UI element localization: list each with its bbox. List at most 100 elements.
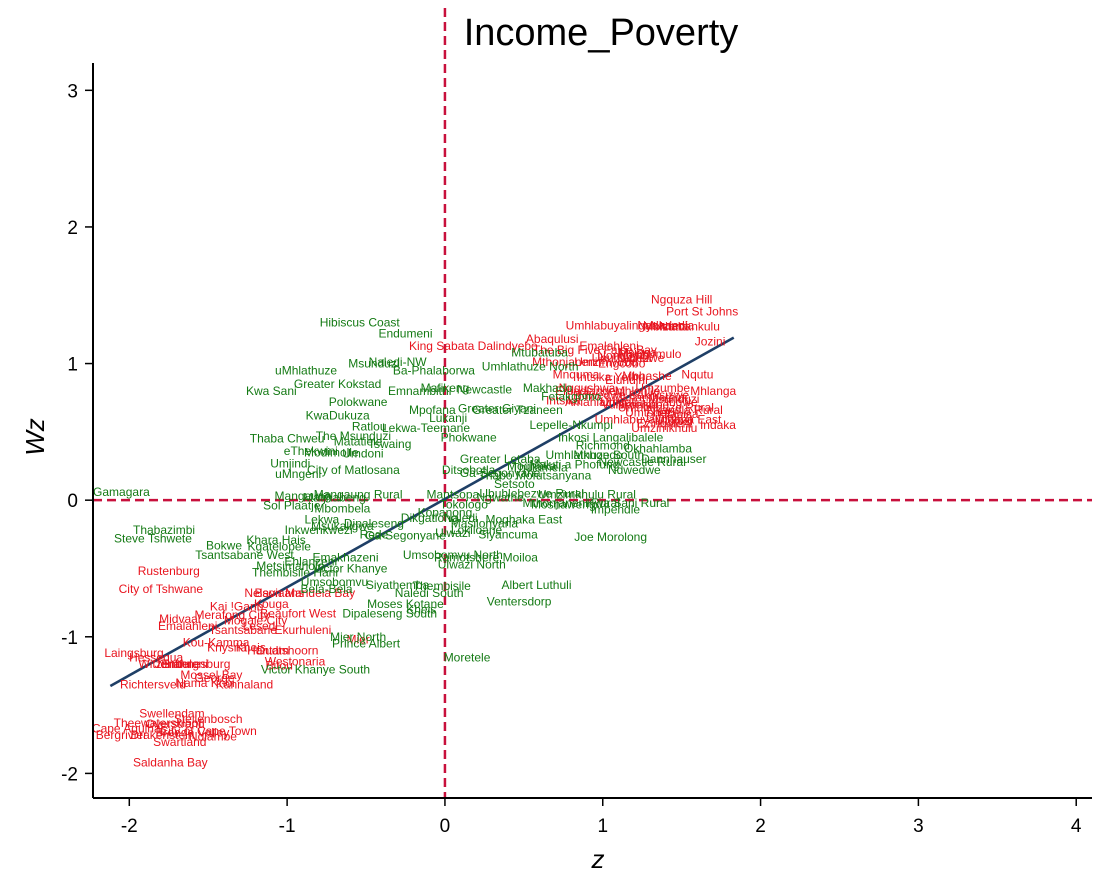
point-label: Naledi-NW [369,355,428,369]
point-label: Mbhashe [622,369,672,383]
point-label: The Msunduzi [316,429,391,443]
x-tick-label: 0 [440,816,451,837]
point-label: Matjhabeng [303,490,366,504]
point-label: Moshaweng [531,497,596,511]
point-label: Newcastle Rural [599,455,686,469]
point-label: Rustenburg [138,564,200,578]
point-label: Emakhazeni [312,551,378,565]
point-label: Greater Letaba [460,452,541,466]
axes: -2 -1 0 1 2 3 4 -2 -1 0 1 2 3 [61,63,1092,837]
point-label: Theewaterskloof [114,716,203,730]
point-label: KwaDukuza [306,408,370,422]
point-label: Mkhambathini [613,391,688,405]
point-label: Umhlathuze North [482,359,579,373]
point-label: Ndlambe [189,730,237,744]
point-label: Thembisile [413,579,471,593]
point-label: Beaufort West [260,607,336,621]
point-label: uMhlathuze [275,363,337,377]
point-label: Hibiscus Coast [320,316,401,330]
point-label: City of Cape Town [160,724,257,738]
point-label: Ndwedwe Sakhisizwe [573,388,689,402]
point-label: Victor Khanye [313,561,388,575]
point-label: Ngquza Hill [651,292,712,306]
chart-title: Income_Poverty [464,12,739,54]
point-label: Umzumbe [635,381,690,395]
point-label: Elundini [605,373,648,387]
x-tick-label: 1 [597,816,608,837]
point-label: Nqutu [681,367,713,381]
point-label: Umdoni [342,447,383,461]
point-label: Ndwedwe [608,463,661,477]
point-label: Hessequa [129,650,183,664]
point-label: Swellendam [139,706,204,720]
point-label: Tsantsabane [209,623,277,637]
point-label: Rode [360,527,389,541]
point-label: Richtersveld [120,678,186,692]
point-label: Ulwazi [435,526,470,540]
point-label: Amahlathi [565,395,618,409]
point-label: Ntabankulu [659,320,720,334]
point-label: Bela-Bela [301,582,353,596]
point-label: Baviaans [255,586,304,600]
point-label: Msunduzi [348,357,399,371]
point-label: Kheis [236,641,266,655]
point-label: Umhlathuze Rural [618,400,714,414]
point-label: Nama Khoi [175,676,234,690]
point-label: Swartland [153,735,206,749]
point-label: Ngqushwa [559,381,616,395]
point-label: Nkandla [650,318,694,332]
point-label: Mpofana [409,403,456,417]
y-tick-label: 2 [67,218,78,239]
point-label: Nkonkobe [615,398,669,412]
point-label: Steve Tshwete [114,531,192,545]
x-axis-label: z [591,844,605,874]
point-label: Gamagara [93,485,150,499]
point-label: Emfuleni [161,657,208,671]
point-label: Umsobomvu [301,575,368,589]
point-label: Mogale City [224,613,287,627]
fit-line-layer [109,336,735,688]
point-label: Joe Morolong [574,530,647,544]
point-label: Sol Plaatje [263,499,321,513]
point-label: Newcastle [457,383,513,397]
point-label: Kwa Sani Rural [587,496,670,510]
point-label: Dipaleseng South [342,607,437,621]
point-label: Mantsopa [426,488,479,502]
point-label: Umzimkhulu [631,421,697,435]
point-label: Nyandeni [637,318,688,332]
point-label: Kouga [254,597,289,611]
point-label: Mafikeng [421,381,470,395]
point-label: Maluti a Phofung [529,458,619,472]
point-label: Tokologo [440,497,488,511]
point-label: Jozini [695,335,726,349]
x-tick-label: 3 [913,816,924,837]
point-label: Mthonjaneni [532,355,597,369]
point-label: Impendle [591,503,641,517]
y-tick-label: 3 [67,81,78,102]
point-label: Modimolle [304,445,359,459]
point-label: Kannaland [216,678,273,692]
x-tick-label: 2 [755,816,766,837]
point-label: Ekurhuleni [275,623,332,637]
point-label: Mossel Bay [180,668,242,682]
point-label: George [195,671,235,685]
point-label: Naledi [444,511,478,525]
point-label: Emalahleni [579,339,638,353]
point-label: Vulamehlo [601,398,658,412]
point-label: Kou-Kamma [183,635,250,649]
point-label: Umhlathuze South [546,448,645,462]
point-label: Mnquma [553,367,600,381]
point-label: Thabo Mofutsanyana [479,469,592,483]
point-label: Dipaleseng [344,516,404,530]
point-label: Midvaal [159,612,200,626]
point-label: Tswaing [368,437,411,451]
point-label: Naledi South [395,586,464,600]
point-label: Knysna [207,641,247,655]
point-label: Nkandla Rural [647,403,723,417]
point-label: eThekwini [284,444,338,458]
point-label: Dannhauser [641,452,706,466]
point-label: Witzenberg [138,657,199,671]
y-tick-label: -1 [61,628,78,649]
point-label: Lukanji [429,411,467,425]
